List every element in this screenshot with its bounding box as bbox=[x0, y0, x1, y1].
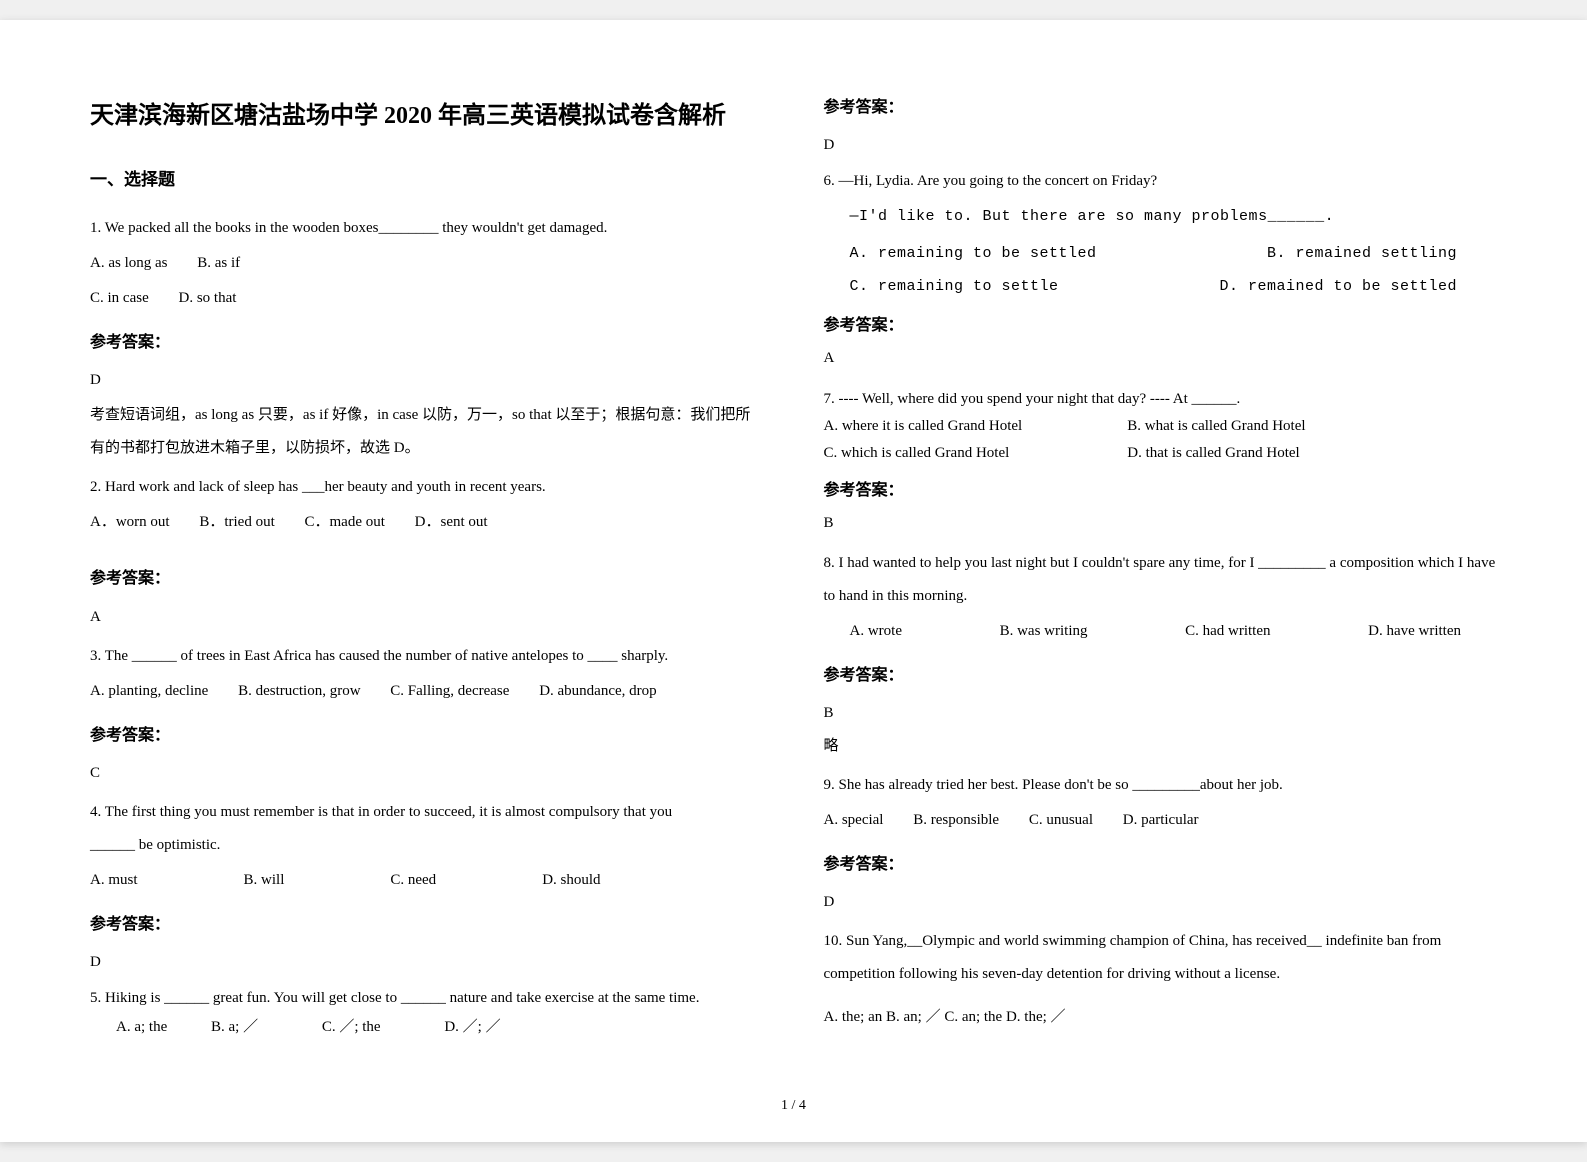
q6-opts-row2: C. remaining to settle D. remained to be… bbox=[850, 273, 1498, 300]
question-7: 7. ---- Well, where did you spend your n… bbox=[824, 386, 1498, 537]
q4-optD: D. should bbox=[542, 864, 600, 897]
q3-answer-label: 参考答案： bbox=[90, 718, 764, 753]
q2-options: A．worn out B．tried out C．made out D．sent… bbox=[90, 506, 764, 539]
q6-optD: D. remained to be settled bbox=[1219, 273, 1457, 300]
q5-optD: D. ／; ／ bbox=[444, 1014, 500, 1041]
q2-optA: A．worn out bbox=[90, 506, 170, 539]
q8-optC: C. had written bbox=[1185, 615, 1270, 648]
q7-optD: D. that is called Grand Hotel bbox=[1127, 445, 1299, 461]
q2-answer: A bbox=[90, 601, 764, 634]
q4-answer: D bbox=[90, 946, 764, 979]
q3-optB: B. destruction, grow bbox=[238, 675, 360, 708]
question-6: 6. —Hi, Lydia. Are you going to the conc… bbox=[824, 168, 1498, 372]
q3-stem: 3. The ______ of trees in East Africa ha… bbox=[90, 640, 764, 673]
q2-optB: B．tried out bbox=[199, 506, 274, 539]
q7-opts-row1: A. where it is called Grand Hotel B. wha… bbox=[824, 413, 1498, 440]
q2-stem: 2. Hard work and lack of sleep has ___he… bbox=[90, 471, 764, 504]
q8-optB: B. was writing bbox=[1000, 615, 1088, 648]
question-8: 8. I had wanted to help you last night b… bbox=[824, 547, 1498, 763]
q9-answer-label: 参考答案： bbox=[824, 847, 1498, 882]
q3-optA: A. planting, decline bbox=[90, 675, 208, 708]
q2-answer-label: 参考答案： bbox=[90, 561, 764, 596]
q4-stem-line2: ______ be optimistic. bbox=[90, 829, 764, 862]
left-column: 天津滨海新区塘沽盐场中学 2020 年高三英语模拟试卷含解析 一、选择题 1. … bbox=[90, 90, 764, 1102]
q6-optB: B. remained settling bbox=[1267, 240, 1457, 267]
q5-optB: B. a; ／ bbox=[211, 1014, 258, 1041]
exam-page: 天津滨海新区塘沽盐场中学 2020 年高三英语模拟试卷含解析 一、选择题 1. … bbox=[0, 20, 1587, 1142]
q7-answer: B bbox=[824, 510, 1498, 537]
question-2: 2. Hard work and lack of sleep has ___he… bbox=[90, 471, 764, 633]
q7-answer-label: 参考答案： bbox=[824, 477, 1498, 506]
q5-options: A. a; the B. a; ／ C. ／; the D. ／; ／ bbox=[116, 1014, 764, 1041]
q9-optB: B. responsible bbox=[913, 804, 999, 837]
question-9: 9. She has already tried her best. Pleas… bbox=[824, 769, 1498, 919]
q6-optC: C. remaining to settle bbox=[850, 273, 1059, 300]
q4-stem-line1: 4. The first thing you must remember is … bbox=[90, 796, 764, 829]
q4-optA: A. must bbox=[90, 864, 138, 897]
q3-optC: C. Falling, decrease bbox=[390, 675, 509, 708]
q6-optA: A. remaining to be settled bbox=[850, 240, 1097, 267]
q7-stem: 7. ---- Well, where did you spend your n… bbox=[824, 386, 1498, 413]
q5-answer-label: 参考答案： bbox=[824, 90, 1498, 125]
q3-answer: C bbox=[90, 757, 764, 790]
question-10: 10. Sun Yang,__Olympic and world swimmin… bbox=[824, 925, 1498, 1034]
q1-optA: A. as long as bbox=[90, 247, 168, 280]
q1-options-row2: C. in case D. so that bbox=[90, 282, 764, 315]
q9-stem: 9. She has already tried her best. Pleas… bbox=[824, 769, 1498, 802]
q1-explanation: 考查短语词组，as long as 只要，as if 好像，in case 以防… bbox=[90, 399, 764, 465]
q3-optD: D. abundance, drop bbox=[539, 675, 656, 708]
q6-answer: A bbox=[824, 345, 1498, 372]
q4-optB: B. will bbox=[244, 864, 285, 897]
q6-stem: 6. —Hi, Lydia. Are you going to the conc… bbox=[824, 168, 1498, 195]
q9-optA: A. special bbox=[824, 804, 884, 837]
q3-options: A. planting, decline B. destruction, gro… bbox=[90, 675, 764, 708]
q5-optC: C. ／; the bbox=[322, 1014, 381, 1041]
q1-optC: C. in case bbox=[90, 282, 149, 315]
q9-optC: C. unusual bbox=[1029, 804, 1093, 837]
q9-options: A. special B. responsible C. unusual D. … bbox=[824, 804, 1498, 837]
q8-stem: 8. I had wanted to help you last night b… bbox=[824, 547, 1498, 613]
question-1: 1. We packed all the books in the wooden… bbox=[90, 212, 764, 465]
q4-optC: C. need bbox=[390, 864, 436, 897]
q10-options: A. the; an B. an; ／ C. an; the D. the; ／ bbox=[824, 1001, 1498, 1034]
page-title: 天津滨海新区塘沽盐场中学 2020 年高三英语模拟试卷含解析 bbox=[90, 90, 764, 143]
q4-options: A. must B. will C. need D. should bbox=[90, 864, 764, 897]
q5-answer: D bbox=[824, 129, 1498, 162]
q7-optB: B. what is called Grand Hotel bbox=[1127, 418, 1305, 434]
q9-optD: D. particular bbox=[1123, 804, 1199, 837]
q5-optA: A. a; the bbox=[116, 1014, 167, 1041]
q6-opts-row1: A. remaining to be settled B. remained s… bbox=[850, 240, 1498, 267]
q1-options-row1: A. as long as B. as if bbox=[90, 247, 764, 280]
q9-answer: D bbox=[824, 886, 1498, 919]
q8-answer-label: 参考答案： bbox=[824, 658, 1498, 693]
q5-stem: 5. Hiking is ______ great fun. You will … bbox=[90, 985, 764, 1012]
q7-opts-row2: C. which is called Grand Hotel D. that i… bbox=[824, 440, 1498, 467]
q4-answer-label: 参考答案： bbox=[90, 907, 764, 942]
q6-answer-label: 参考答案： bbox=[824, 312, 1498, 341]
q10-stem: 10. Sun Yang,__Olympic and world swimmin… bbox=[824, 925, 1498, 991]
q8-options: A. wrote B. was writing C. had written D… bbox=[850, 615, 1498, 648]
right-column: 参考答案： D 6. —Hi, Lydia. Are you going to … bbox=[824, 90, 1498, 1102]
section-heading: 一、选择题 bbox=[90, 161, 764, 198]
q1-answer-label: 参考答案： bbox=[90, 325, 764, 360]
q8-omit: 略 bbox=[824, 730, 1498, 763]
question-3: 3. The ______ of trees in East Africa ha… bbox=[90, 640, 764, 790]
q8-answer: B bbox=[824, 697, 1498, 730]
q1-stem: 1. We packed all the books in the wooden… bbox=[90, 212, 764, 245]
q2-optD: D．sent out bbox=[415, 506, 488, 539]
q1-optD: D. so that bbox=[178, 282, 236, 315]
q8-optD: D. have written bbox=[1368, 615, 1461, 648]
question-5: 5. Hiking is ______ great fun. You will … bbox=[90, 985, 764, 1041]
q7-optA: A. where it is called Grand Hotel bbox=[824, 413, 1124, 440]
page-number: 1 / 4 bbox=[0, 1098, 1587, 1114]
q7-optC: C. which is called Grand Hotel bbox=[824, 440, 1124, 467]
q1-optB: B. as if bbox=[197, 247, 240, 280]
q6-stem2: —I'd like to. But there are so many prob… bbox=[850, 203, 1498, 230]
q1-answer: D bbox=[90, 364, 764, 397]
q8-optA: A. wrote bbox=[850, 615, 903, 648]
q2-optC: C．made out bbox=[305, 506, 385, 539]
question-4: 4. The first thing you must remember is … bbox=[90, 796, 764, 979]
